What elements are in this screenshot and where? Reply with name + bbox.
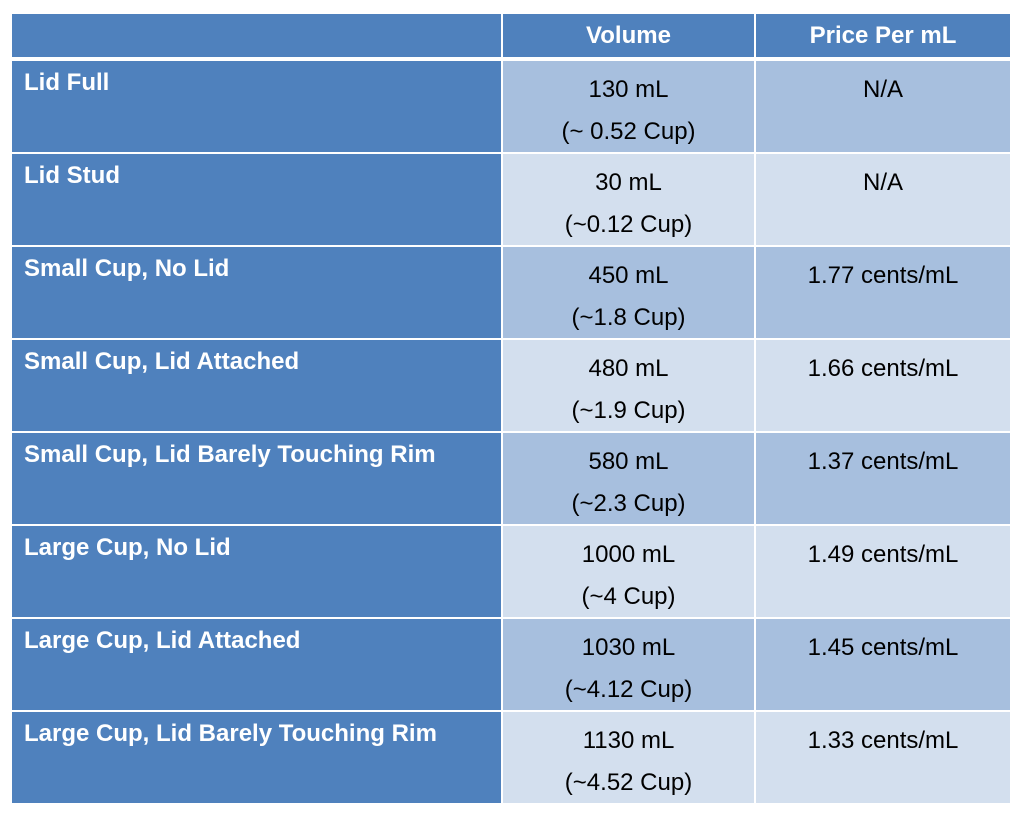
price-cell: N/A [756,154,1010,247]
header-blank-cell [12,14,503,61]
row-label: Small Cup, No Lid [12,247,503,340]
price-cell: 1.33 cents/mL [756,712,1010,805]
price-value: 1.45 cents/mL [807,634,959,661]
price-value: N/A [862,169,903,196]
volume-ml: 480 mL [588,355,669,382]
volume-cups: (~1.9 Cup) [571,397,686,424]
volume-cell: 1000 mL (~4 Cup) [503,526,756,619]
row-label: Small Cup, Lid Attached [12,340,503,433]
volume-ml: 30 mL [595,169,662,196]
volume-ml: 130 mL [588,76,669,103]
volume-cell: 580 mL (~2.3 Cup) [503,433,756,526]
price-cell: 1.66 cents/mL [756,340,1010,433]
row-label: Lid Stud [12,154,503,247]
volume-cell: 480 mL (~1.9 Cup) [503,340,756,433]
price-value: 1.66 cents/mL [807,355,959,382]
row-label: Small Cup, Lid Barely Touching Rim [12,433,503,526]
price-value: 1.37 cents/mL [807,448,959,475]
price-cell: 1.37 cents/mL [756,433,1010,526]
volume-cups: (~1.8 Cup) [571,304,686,331]
volume-ml: 580 mL [588,448,669,475]
volume-cell: 450 mL (~1.8 Cup) [503,247,756,340]
header-price-per-ml: Price Per mL [756,14,1010,61]
volume-cups: (~4.12 Cup) [564,676,693,703]
volume-ml: 1130 mL [582,727,675,754]
volume-cell: 30 mL (~0.12 Cup) [503,154,756,247]
price-cell: 1.45 cents/mL [756,619,1010,712]
price-value: 1.33 cents/mL [807,727,959,754]
volume-cups: (~ 0.52 Cup) [561,118,696,145]
volume-cell: 130 mL (~ 0.52 Cup) [503,61,756,154]
volume-cups: (~2.3 Cup) [571,490,686,517]
row-label: Large Cup, Lid Attached [12,619,503,712]
volume-ml: 450 mL [588,262,669,289]
row-label: Lid Full [12,61,503,154]
price-cell: N/A [756,61,1010,154]
volume-cups: (~0.12 Cup) [564,211,693,238]
volume-price-table: Volume Price Per mL Lid Full 130 mL (~ 0… [12,14,1010,805]
volume-cell: 1130 mL (~4.52 Cup) [503,712,756,805]
header-volume: Volume [503,14,756,61]
row-label: Large Cup, No Lid [12,526,503,619]
row-label: Large Cup, Lid Barely Touching Rim [12,712,503,805]
price-value: 1.49 cents/mL [807,541,959,568]
price-cell: 1.77 cents/mL [756,247,1010,340]
price-value: 1.77 cents/mL [807,262,959,289]
volume-ml: 1000 mL [581,541,676,568]
price-cell: 1.49 cents/mL [756,526,1010,619]
volume-cups: (~4 Cup) [581,583,676,610]
volume-ml: 1030 mL [581,634,676,661]
price-value: N/A [862,76,903,103]
volume-cups: (~4.52 Cup) [564,769,693,796]
volume-cell: 1030 mL (~4.12 Cup) [503,619,756,712]
